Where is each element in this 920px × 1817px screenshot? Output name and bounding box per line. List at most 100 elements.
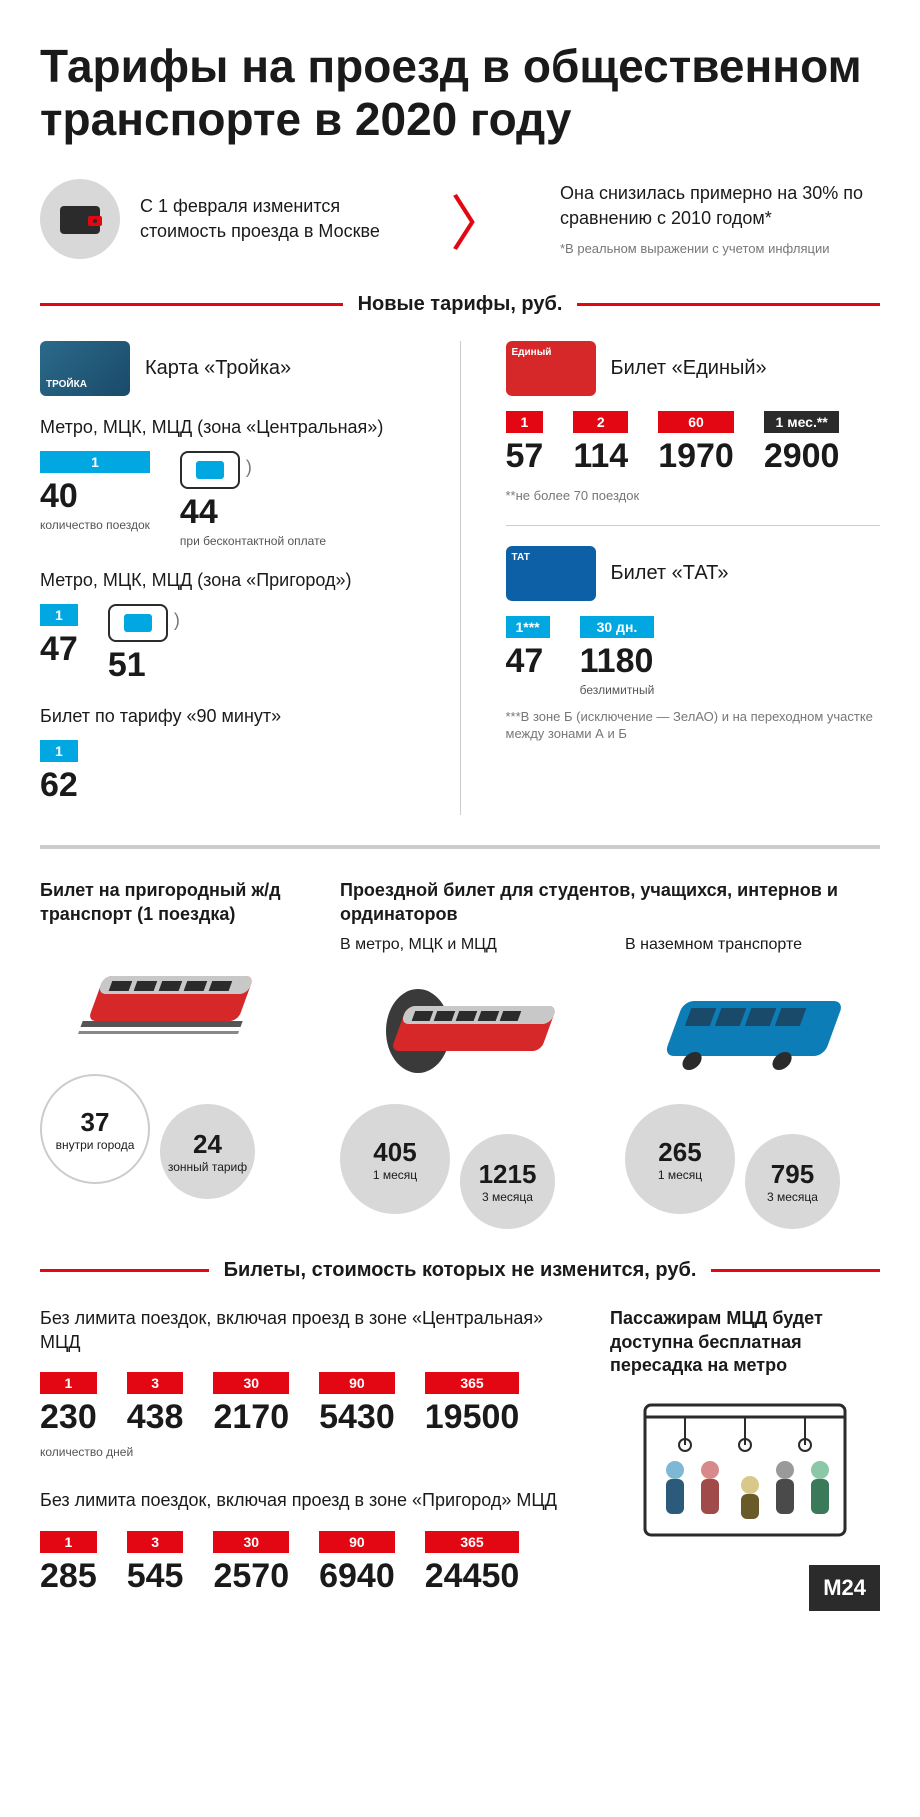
price-value: 5430 [319,1398,395,1437]
price-bubble: 37внутри города [40,1074,150,1184]
tat-price-item: 1*** 47 [506,616,550,697]
intro-left-text: С 1 февраля изменится стоимость проезда … [140,194,400,244]
tat-prices: 1***4730 дн.1180безлимитный [506,616,881,697]
badge: 1 [506,411,544,433]
student-sub-label: В метро, МЦК и МЦД [340,936,595,954]
divider [506,525,881,526]
ediny-title: Билет «Единый» [611,357,767,380]
badge: 1 мес.** [764,411,840,433]
vertical-divider [460,341,461,816]
price-value: 47 [506,642,550,681]
section-unchanged-label: Билеты, стоимость которых не изменится, … [224,1259,697,1282]
price-value: 438 [127,1398,184,1437]
tat-note: ***В зоне Б (исключение — ЗелАО) и на пе… [506,709,881,743]
unchanged-section: Без лимита поездок, включая проезд в зон… [40,1307,880,1611]
price-bubble: 12153 месяца [460,1134,555,1229]
badge: 1 [40,1372,97,1394]
badge: 3 [127,1372,184,1394]
ediny-price-item: 601970 [658,411,734,476]
price-central-contactless: 44 при бесконтактной оплате [180,451,326,548]
badge: 3 [127,1531,184,1553]
unchanged-suburb-row: 1285354530257090694036524450 [40,1531,580,1596]
price-value: 1180 [580,642,655,681]
badge: 1*** [506,616,550,638]
price-value: 2900 [764,437,840,476]
ediny-card-icon: Единый [506,341,596,396]
bubble-num: 37 [81,1107,110,1138]
price-90min: 1 62 [40,740,78,805]
price-value: 44 [180,493,326,532]
bubble-num: 24 [193,1129,222,1160]
intro-footnote: *В реальном выражении с учетом инфляции [560,241,880,258]
unchanged-price-item: 1230 [40,1372,97,1437]
suburban-train-icon [40,936,310,1066]
bus-icon [625,966,880,1096]
unchanged-left: Без лимита поездок, включая проезд в зон… [40,1307,580,1611]
troika-90min: Билет по тарифу «90 минут» [40,705,415,728]
metro-train-icon [340,966,595,1096]
suburban-col: Билет на пригородный ж/д транспорт (1 по… [40,879,310,1229]
troika-zone-suburb: Метро, МЦК, МЦД (зона «Пригород») [40,569,415,592]
tat-price-item: 30 дн.1180безлимитный [580,616,655,697]
price-value: 2570 [213,1557,289,1596]
badge: 1 [40,1531,97,1553]
badge: 90 [319,1372,395,1394]
student-col: Проездной билет для студентов, учащихся,… [340,879,880,1229]
price-bubble: 24зонный тариф [160,1104,255,1199]
unchanged-price-item: 30 2570 [213,1531,289,1596]
badge: 2 [573,411,628,433]
unchanged-price-item: 90 5430 [319,1372,395,1437]
caption: безлимитный [580,683,655,697]
contactless-device-icon [180,451,240,489]
troika-zone-central: Метро, МЦК, МЦД (зона «Центральная») [40,416,415,439]
student-subs: В метро, МЦК и МЦД4051 месяц12153 месяца… [340,936,880,1229]
section-new-tariffs: Новые тарифы, руб. [40,293,880,316]
price-value: 47 [40,630,78,669]
ediny-price-item: 157 [506,411,544,476]
student-subcol: В наземном транспорте2651 месяц7953 меся… [625,936,880,1229]
bubble-label: внутри города [56,1138,135,1152]
price-bubble: 7953 месяца [745,1134,840,1229]
bubble-num: 795 [771,1159,814,1190]
student-bubbles: 2651 месяц7953 месяца [625,1104,880,1229]
bubble-num: 405 [373,1137,416,1168]
tariffs-grid: ТРОЙКА Карта «Тройка» Метро, МЦК, МЦД (з… [40,341,880,816]
contactless-device-icon [108,604,168,642]
unchanged-right: Пассажирам МЦД будет доступна бесплатная… [610,1307,880,1611]
bubble-label: 1 месяц [658,1168,702,1182]
price-value: 545 [127,1557,184,1596]
badge: 30 [213,1372,289,1394]
badge: 30 [213,1531,289,1553]
price-value: 230 [40,1398,97,1437]
page-title: Тарифы на проезд в общественном транспор… [40,40,880,146]
price-value: 2170 [213,1398,289,1437]
intro-right-text: Она снизилась примерно на 30% по сравнен… [560,181,880,231]
suburban-bubbles: 37внутри города24зонный тариф [40,1074,310,1199]
price-bubble: 2651 месяц [625,1104,735,1214]
badge: 1 [40,604,78,626]
student-bubbles: 4051 месяц12153 месяца [340,1104,595,1229]
price-value: 57 [506,437,544,476]
m24-logo: M24 [809,1565,880,1611]
intro-row: С 1 февраля изменится стоимость проезда … [40,176,880,263]
badge: 1 [40,451,150,473]
price-suburb: 1 47 [40,604,78,685]
caption: количество поездок [40,518,150,532]
price-value: 24450 [425,1557,520,1596]
ediny-prices: 15721146019701 мес.**2900 [506,411,881,476]
price-value: 6940 [319,1557,395,1596]
price-value: 114 [573,437,628,476]
section-unchanged: Билеты, стоимость которых не изменится, … [40,1259,880,1282]
price-value: 62 [40,766,78,805]
troika-title: Карта «Тройка» [145,357,291,380]
tat-card-icon: ТАТ [506,546,596,601]
price-bubble: 4051 месяц [340,1104,450,1214]
price-suburb-contactless: 51 [108,604,168,685]
section-new-label: Новые тарифы, руб. [358,293,563,316]
student-title: Проездной билет для студентов, учащихся,… [340,879,880,926]
badge: 365 [425,1531,520,1553]
badge: 60 [658,411,734,433]
price-value: 285 [40,1557,97,1596]
badge: 1 [40,740,78,762]
right-column: Единый Билет «Единый» 15721146019701 мес… [506,341,881,816]
